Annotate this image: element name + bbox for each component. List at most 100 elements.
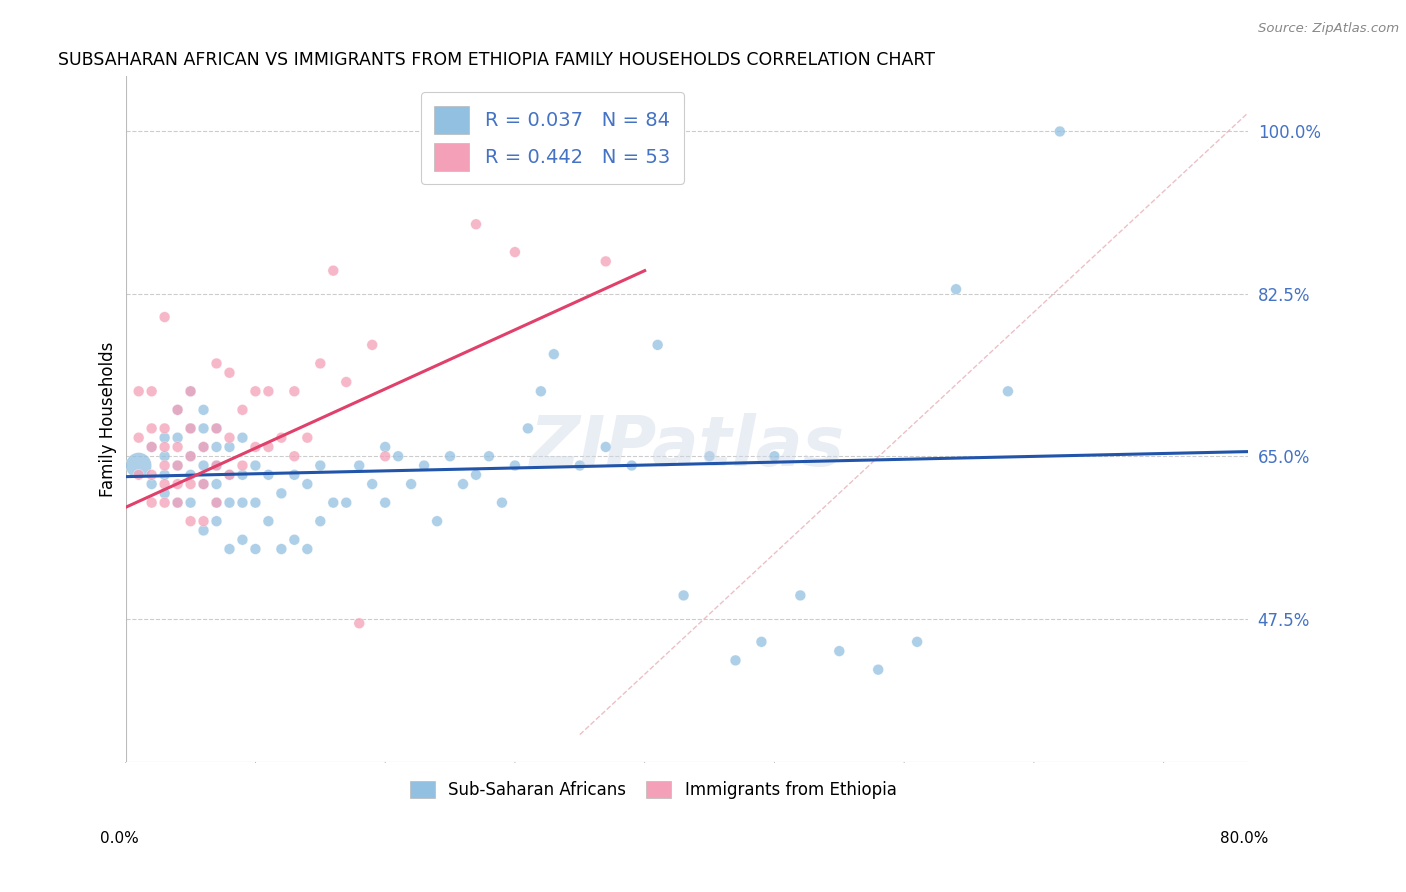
Point — [763, 449, 786, 463]
Point — [257, 440, 280, 454]
Point — [245, 440, 267, 454]
Point — [141, 384, 163, 399]
Point — [193, 477, 215, 491]
Point — [347, 616, 370, 631]
Point — [153, 486, 176, 500]
Point — [361, 477, 384, 491]
Point — [620, 458, 643, 473]
Point — [180, 384, 202, 399]
Point — [347, 458, 370, 473]
Point — [257, 467, 280, 482]
Point — [297, 477, 319, 491]
Point — [193, 440, 215, 454]
Point — [309, 458, 332, 473]
Point — [245, 495, 267, 509]
Point — [180, 449, 202, 463]
Point — [387, 449, 409, 463]
Point — [945, 282, 967, 296]
Point — [413, 458, 436, 473]
Point — [231, 467, 253, 482]
Point — [905, 635, 928, 649]
Point — [166, 458, 188, 473]
Point — [868, 663, 890, 677]
Point — [180, 477, 202, 491]
Point — [270, 486, 292, 500]
Point — [672, 589, 695, 603]
Point — [193, 421, 215, 435]
Point — [568, 458, 591, 473]
Point — [153, 458, 176, 473]
Point — [335, 375, 357, 389]
Point — [166, 402, 188, 417]
Point — [245, 384, 267, 399]
Point — [699, 449, 721, 463]
Text: Source: ZipAtlas.com: Source: ZipAtlas.com — [1258, 22, 1399, 36]
Point — [997, 384, 1019, 399]
Point — [205, 477, 228, 491]
Point — [128, 431, 150, 445]
Point — [828, 644, 851, 658]
Point — [205, 356, 228, 370]
Point — [205, 421, 228, 435]
Point — [180, 384, 202, 399]
Point — [245, 542, 267, 557]
Text: 0.0%: 0.0% — [100, 831, 139, 847]
Point — [218, 440, 240, 454]
Point — [180, 467, 202, 482]
Point — [141, 467, 163, 482]
Point — [218, 467, 240, 482]
Point — [153, 440, 176, 454]
Point — [218, 495, 240, 509]
Point — [166, 458, 188, 473]
Point — [128, 384, 150, 399]
Point — [231, 458, 253, 473]
Point — [543, 347, 565, 361]
Point — [751, 635, 773, 649]
Point — [166, 477, 188, 491]
Text: 80.0%: 80.0% — [1220, 831, 1268, 847]
Point — [205, 458, 228, 473]
Point — [231, 402, 253, 417]
Point — [141, 421, 163, 435]
Point — [180, 495, 202, 509]
Point — [153, 467, 176, 482]
Point — [153, 421, 176, 435]
Point — [595, 254, 617, 268]
Point — [180, 449, 202, 463]
Point — [193, 440, 215, 454]
Point — [231, 431, 253, 445]
Point — [153, 477, 176, 491]
Point — [309, 356, 332, 370]
Point — [205, 421, 228, 435]
Point — [193, 402, 215, 417]
Text: SUBSAHARAN AFRICAN VS IMMIGRANTS FROM ETHIOPIA FAMILY HOUSEHOLDS CORRELATION CHA: SUBSAHARAN AFRICAN VS IMMIGRANTS FROM ET… — [59, 51, 935, 69]
Point — [153, 431, 176, 445]
Point — [218, 431, 240, 445]
Point — [647, 338, 669, 352]
Point — [218, 366, 240, 380]
Point — [141, 440, 163, 454]
Point — [141, 477, 163, 491]
Point — [218, 542, 240, 557]
Point — [478, 449, 501, 463]
Point — [180, 421, 202, 435]
Point — [283, 533, 305, 547]
Point — [128, 458, 150, 473]
Point — [374, 440, 396, 454]
Point — [128, 467, 150, 482]
Point — [180, 421, 202, 435]
Point — [205, 440, 228, 454]
Point — [503, 245, 526, 260]
Point — [322, 495, 344, 509]
Point — [205, 514, 228, 528]
Point — [166, 431, 188, 445]
Point — [166, 402, 188, 417]
Point — [516, 421, 538, 435]
Point — [257, 384, 280, 399]
Point — [491, 495, 513, 509]
Point — [297, 542, 319, 557]
Point — [335, 495, 357, 509]
Text: ZIPatlas: ZIPatlas — [529, 413, 845, 480]
Point — [153, 310, 176, 324]
Point — [465, 467, 488, 482]
